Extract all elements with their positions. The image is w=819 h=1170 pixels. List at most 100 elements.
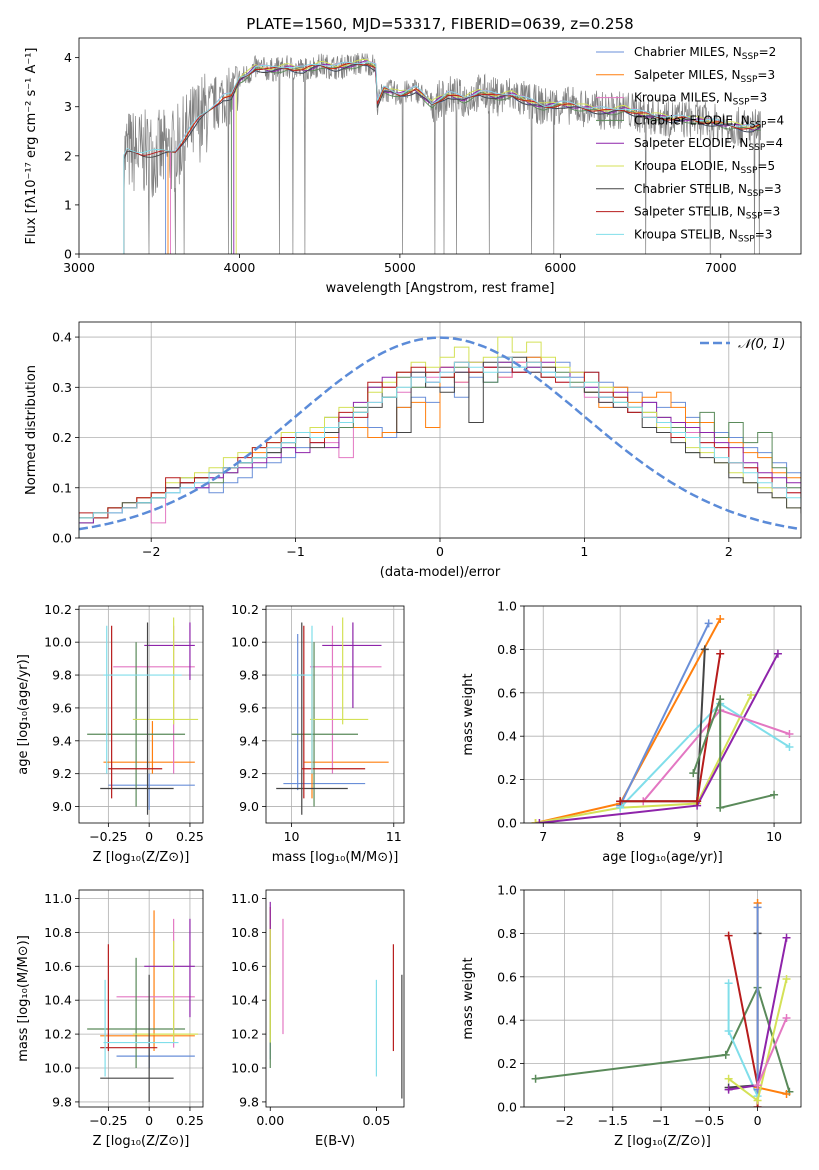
- x-tick-label: 0: [436, 544, 444, 559]
- y-tick-label: 10.8: [44, 925, 72, 940]
- y-tick-label: 0.4: [497, 1013, 517, 1028]
- plot-area: [79, 336, 801, 538]
- y-tick-label: 0.4: [52, 330, 72, 345]
- mass-weight-marker-kroupa_stelib: [785, 743, 794, 752]
- x-axis-label: E(B-V): [315, 1134, 355, 1149]
- x-tick-label: −1: [286, 544, 304, 559]
- y-axis-label: Normed distribution: [24, 365, 39, 495]
- y-axis-label: mass weight: [461, 673, 476, 755]
- legend-label: Kroupa STELIB, NSSP=3: [634, 227, 772, 244]
- mass-weight-marker-salpeter_miles: [782, 1089, 791, 1098]
- x-tick-label: 10: [766, 829, 782, 844]
- y-tick-label: 0.6: [497, 685, 517, 700]
- x-tick-label: 11: [386, 829, 402, 844]
- y-tick-label: 9.6: [52, 700, 72, 715]
- legend-label-suffix: =3: [763, 205, 781, 219]
- axes-frame: [523, 605, 802, 824]
- y-tick-label: 10.2: [231, 602, 259, 617]
- y-tick-label: 10.6: [231, 959, 259, 974]
- x-tick-label: 0: [145, 829, 153, 844]
- legend-label-subscript: SSP: [747, 189, 764, 199]
- x-tick-label: 10: [284, 829, 300, 844]
- y-axis-label: Flux [fλ10⁻¹⁷ erg cm⁻² s⁻¹ A⁻¹]: [24, 48, 39, 245]
- legend-label: Salpeter MILES, NSSP=3: [634, 68, 775, 85]
- mass-weight-marker-chabrier_elodie: [716, 695, 725, 704]
- plot-area: [87, 910, 199, 1102]
- y-tick-label: 10.0: [231, 1061, 259, 1076]
- legend-label: 𝒩(0, 1): [738, 337, 785, 352]
- mass-weight-marker-kroupa_miles: [785, 730, 794, 739]
- y-tick-label: 9.0: [52, 799, 72, 814]
- x-axis-label: mass [log₁₀(M/M⊙)]: [272, 850, 399, 865]
- plot-area: [87, 617, 199, 815]
- y-tick-label: 9.6: [239, 700, 259, 715]
- y-tick-label: 0.0: [497, 1100, 517, 1115]
- legend-label-subscript: SSP: [733, 98, 750, 108]
- mass-weight-marker-chabrier_miles: [704, 619, 713, 628]
- y-tick-label: 2: [64, 148, 72, 163]
- mass-weight-marker-chabrier_elodie: [721, 1050, 730, 1059]
- x-tick-label: −1: [652, 1113, 670, 1128]
- mass-weight-marker-chabrier_elodie: [689, 769, 698, 778]
- y-tick-label: 0: [64, 247, 72, 262]
- model-spectrum-kroupa_stelib: [123, 61, 761, 254]
- mass-weight-marker-salpeter_miles: [716, 615, 725, 624]
- legend-label-text: Salpeter MILES, N: [634, 68, 741, 82]
- y-tick-label: 1.0: [497, 883, 517, 898]
- y-tick-label: 10.2: [44, 1027, 72, 1042]
- legend-label: Chabrier MILES, NSSP=2: [634, 45, 776, 62]
- x-tick-label: 2: [725, 544, 733, 559]
- legend-label-text: Kroupa STELIB, N: [634, 227, 738, 241]
- y-tick-label: 10.2: [44, 602, 72, 617]
- mass-weight-marker-chabrier_miles: [753, 903, 762, 912]
- legend-label-text: Kroupa ELODIE, N: [634, 159, 741, 173]
- y-tick-label: 10.8: [231, 925, 259, 940]
- gaussian-curve: [79, 336, 801, 531]
- mass-weight-marker-salpeter_stelib: [724, 931, 733, 940]
- x-axis-label: Z [log₁₀(Z/Z⊙)]: [93, 850, 190, 865]
- y-tick-label: 3: [64, 99, 72, 114]
- mass-weight-marker-chabrier_elodie: [531, 1074, 540, 1083]
- histogram-salpeter_elodie: [79, 361, 801, 538]
- x-tick-label: 0.25: [176, 1113, 204, 1128]
- x-tick-label: 6000: [544, 260, 576, 275]
- y-tick-label: 0.2: [52, 430, 72, 445]
- mass-weight-line-chabrier_miles: [619, 622, 710, 807]
- plot-area: [123, 52, 762, 254]
- x-tick-label: 0.05: [362, 1113, 390, 1128]
- y-tick-label: 9.4: [52, 733, 72, 748]
- legend-label: Kroupa ELODIE, NSSP=5: [634, 159, 775, 176]
- y-axis-label: mass [log₁₀(M/M⊙)]: [16, 935, 31, 1062]
- axes-frame: [265, 605, 405, 824]
- x-tick-label: 4000: [224, 260, 256, 275]
- legend-label-subscript: SSP: [750, 120, 767, 130]
- x-tick-label: 5000: [384, 260, 416, 275]
- mass-weight-line-chabrier_elodie: [692, 698, 775, 810]
- x-tick-label: 1: [580, 544, 588, 559]
- legend-label-subscript: SSP: [746, 212, 763, 222]
- x-tick-label: −0.25: [89, 1113, 127, 1128]
- mass-weight-line-kroupa_miles: [756, 1017, 788, 1086]
- figure-title: PLATE=1560, MJD=53317, FIBERID=0639, z=0…: [246, 15, 633, 33]
- y-tick-label: 10.4: [231, 993, 259, 1008]
- residual-histogram-panel: −2 −1 0 1 2 0.0 0.1 0.2 0.3 0.4 (data-model)/error…: [24, 321, 802, 580]
- plot-area: [269, 901, 403, 1099]
- y-tick-label: 9.2: [52, 766, 72, 781]
- x-tick-label: 3000: [63, 260, 95, 275]
- legend-label: Kroupa MILES, NSSP=3: [634, 91, 767, 108]
- axes-frame: [78, 605, 204, 824]
- y-tick-label: 9.2: [239, 766, 259, 781]
- mass-weight-line-chabrier_elodie: [535, 984, 791, 1093]
- mass-weight-marker-kroupa_elodie: [782, 974, 791, 983]
- x-tick-label: 8: [616, 829, 624, 844]
- axes-frame: [78, 889, 204, 1108]
- legend-label-text: Kroupa MILES, N: [634, 91, 733, 105]
- x-tick-label: −0.5: [694, 1113, 724, 1128]
- legend-label-text: Chabrier STELIB, N: [634, 182, 747, 196]
- legend-label-text: Salpeter ELODIE, N: [634, 136, 748, 150]
- legend-label-subscript: SSP: [741, 166, 758, 176]
- mass-weight-marker-kroupa_elodie: [724, 1074, 733, 1083]
- x-tick-label: 0: [145, 1113, 153, 1128]
- legend-label: Chabrier ELODIE, NSSP=4: [634, 113, 784, 130]
